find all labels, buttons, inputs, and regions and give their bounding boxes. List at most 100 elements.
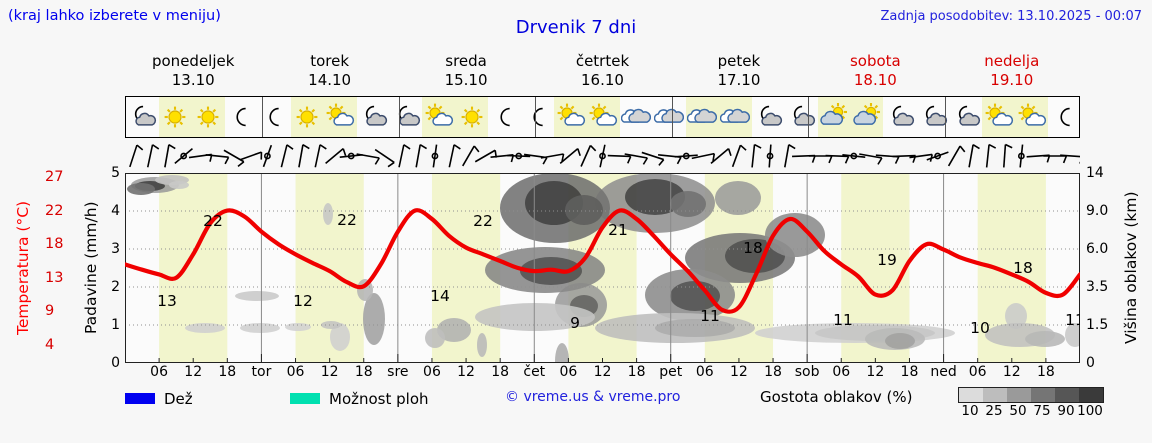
cloud-density-tick: 50 bbox=[1009, 403, 1027, 419]
rain-swatch bbox=[125, 393, 155, 404]
day-name: nedelja bbox=[984, 52, 1040, 70]
x-axis-tick: 18 bbox=[900, 364, 919, 380]
wind-barbs-svg bbox=[129, 143, 1080, 168]
moon-cloud-icon bbox=[949, 97, 982, 137]
cloud-density-tick: 100 bbox=[1077, 403, 1103, 419]
cloud-height-tick: 9.0 bbox=[1086, 203, 1109, 219]
copyright-link[interactable]: © vreme.us & vreme.pro bbox=[505, 389, 681, 405]
cloud-density-step bbox=[1079, 388, 1103, 402]
legend-showers: Možnost ploh bbox=[290, 388, 429, 408]
temp-max-label: 21 bbox=[608, 221, 628, 239]
cloud-density-step bbox=[983, 388, 1007, 402]
day-separator bbox=[808, 97, 810, 137]
cloud-icon bbox=[685, 97, 719, 137]
day-date: 14.10 bbox=[308, 71, 352, 89]
sun-cloud-icon bbox=[422, 97, 456, 137]
day-separator bbox=[262, 97, 264, 137]
day-date: 19.10 bbox=[990, 71, 1034, 89]
cloud-density-label: Gostota oblakov (%) bbox=[760, 388, 913, 406]
temp-max-label: 22 bbox=[337, 211, 357, 229]
temp-min-label: 12 bbox=[293, 292, 313, 310]
sun-cloud-icon bbox=[587, 97, 620, 137]
x-axis-tick: 18 bbox=[764, 364, 782, 380]
moon-cloud-icon bbox=[916, 97, 949, 137]
weather-icon-band bbox=[125, 96, 1080, 138]
cloud-icon bbox=[653, 97, 686, 137]
temperature-tick: 9 bbox=[45, 303, 55, 320]
x-axis-tick: 18 bbox=[627, 364, 646, 380]
temperature-axis-title: Temperatura (°C) bbox=[14, 200, 32, 336]
cloud-height-tick: 14 bbox=[1086, 165, 1104, 181]
precipitation-tick: 1 bbox=[111, 317, 120, 333]
day-name: ponedeljek bbox=[151, 52, 235, 70]
temp-min-label: 11 bbox=[700, 307, 720, 325]
x-axis-tick: 06 bbox=[968, 364, 987, 380]
cloud-density-ramp-ticks: 10 25 50 75 90 100 bbox=[958, 403, 1106, 419]
showers-swatch bbox=[290, 393, 320, 404]
day-header-5: petek 17.10 bbox=[671, 52, 807, 94]
x-axis-tick: 06 bbox=[832, 364, 851, 380]
moon-cloud-icon bbox=[752, 97, 785, 137]
cloud-icon bbox=[718, 97, 752, 137]
legend-rain: Dež bbox=[125, 388, 193, 408]
x-axis-tick: 06 bbox=[423, 364, 441, 380]
temperature-tick: 18 bbox=[45, 236, 64, 253]
x-axis-tick: 12 bbox=[1002, 364, 1021, 380]
temp-max-label: 18 bbox=[743, 239, 763, 257]
temp-min-label: 14 bbox=[430, 287, 450, 305]
last-update-label: Zadnja posodobitev: 13.10.2025 - 00:07 bbox=[880, 9, 1142, 24]
moon-cloud-icon bbox=[785, 97, 818, 137]
cloud-density-ramp bbox=[958, 387, 1104, 403]
cloud-density-tick: 75 bbox=[1033, 403, 1051, 419]
day-separator bbox=[944, 97, 946, 137]
location-menu-note: (kraj lahko izberete v meniju) bbox=[8, 8, 221, 24]
temperature-tick: 4 bbox=[45, 337, 55, 353]
cloud-sun-icon bbox=[817, 97, 851, 137]
cloud-height-axis-title: Višina oblakov (km) bbox=[1122, 191, 1140, 345]
day-header-7: nedelja 19.10 bbox=[944, 52, 1080, 94]
x-axis-tick: ned bbox=[930, 364, 957, 380]
x-axis-tick: čet bbox=[523, 364, 546, 380]
day-header-2: torek 14.10 bbox=[261, 52, 397, 94]
sun-icon bbox=[290, 97, 324, 137]
x-axis-tick: 18 bbox=[218, 364, 237, 380]
day-name: sobota bbox=[849, 52, 901, 70]
x-axis-tick-row: 06 12 18 tor 06 12 18 sre 06 12 18 čet 06 12 18 pet 06 12… bbox=[125, 364, 1080, 382]
moon-icon bbox=[225, 97, 258, 137]
cloud-height-tick: 3.5 bbox=[1086, 279, 1109, 295]
x-axis-tick: 12 bbox=[593, 364, 612, 380]
cloud-density-step bbox=[1055, 388, 1079, 402]
x-axis-tick: 18 bbox=[354, 364, 373, 380]
showers-label: Možnost ploh bbox=[329, 389, 429, 408]
plot-svg: 13 22 12 22 14 22 9 21 11 18 11 19 10 18 11 bbox=[125, 173, 1080, 363]
day-header-6: sobota 18.10 bbox=[807, 52, 943, 94]
x-axis-tick: 12 bbox=[457, 364, 475, 380]
precipitation-tick: 5 bbox=[111, 165, 120, 181]
temp-max-label: 22 bbox=[473, 212, 493, 230]
day-header-row: ponedeljek 13.10 torek 14.10 sreda 15.10 četrt… bbox=[125, 52, 1080, 94]
day-name: četrtek bbox=[575, 52, 630, 70]
sun-cloud-icon bbox=[982, 97, 1016, 137]
day-header-1: ponedeljek 13.10 bbox=[125, 52, 261, 94]
x-axis-tick: 06 bbox=[695, 364, 714, 380]
cloud-sun-icon bbox=[850, 97, 884, 137]
x-axis-tick: 06 bbox=[559, 364, 578, 380]
sun-icon bbox=[455, 97, 489, 137]
day-header-3: sreda 15.10 bbox=[398, 52, 534, 94]
cloud-density-step bbox=[1031, 388, 1055, 402]
day-name: sreda bbox=[445, 52, 487, 70]
temp-min-label: 13 bbox=[157, 292, 177, 310]
x-axis-tick: 12 bbox=[184, 364, 203, 380]
day-date: 16.10 bbox=[581, 71, 624, 89]
moon-cloud-icon bbox=[357, 97, 390, 137]
sun-cloud-icon bbox=[554, 97, 588, 137]
x-axis-tick: sob bbox=[794, 364, 820, 380]
x-axis-tick: 06 bbox=[150, 364, 169, 380]
moon-icon bbox=[1048, 97, 1081, 137]
temp-min-label: 10 bbox=[970, 319, 990, 337]
x-axis-tick: 12 bbox=[866, 364, 885, 380]
precipitation-tick: 4 bbox=[111, 203, 120, 219]
temp-max-label: 22 bbox=[203, 212, 223, 230]
cloud-height-tick: 6.0 bbox=[1086, 241, 1109, 257]
temp-min-label: 11 bbox=[833, 311, 853, 329]
